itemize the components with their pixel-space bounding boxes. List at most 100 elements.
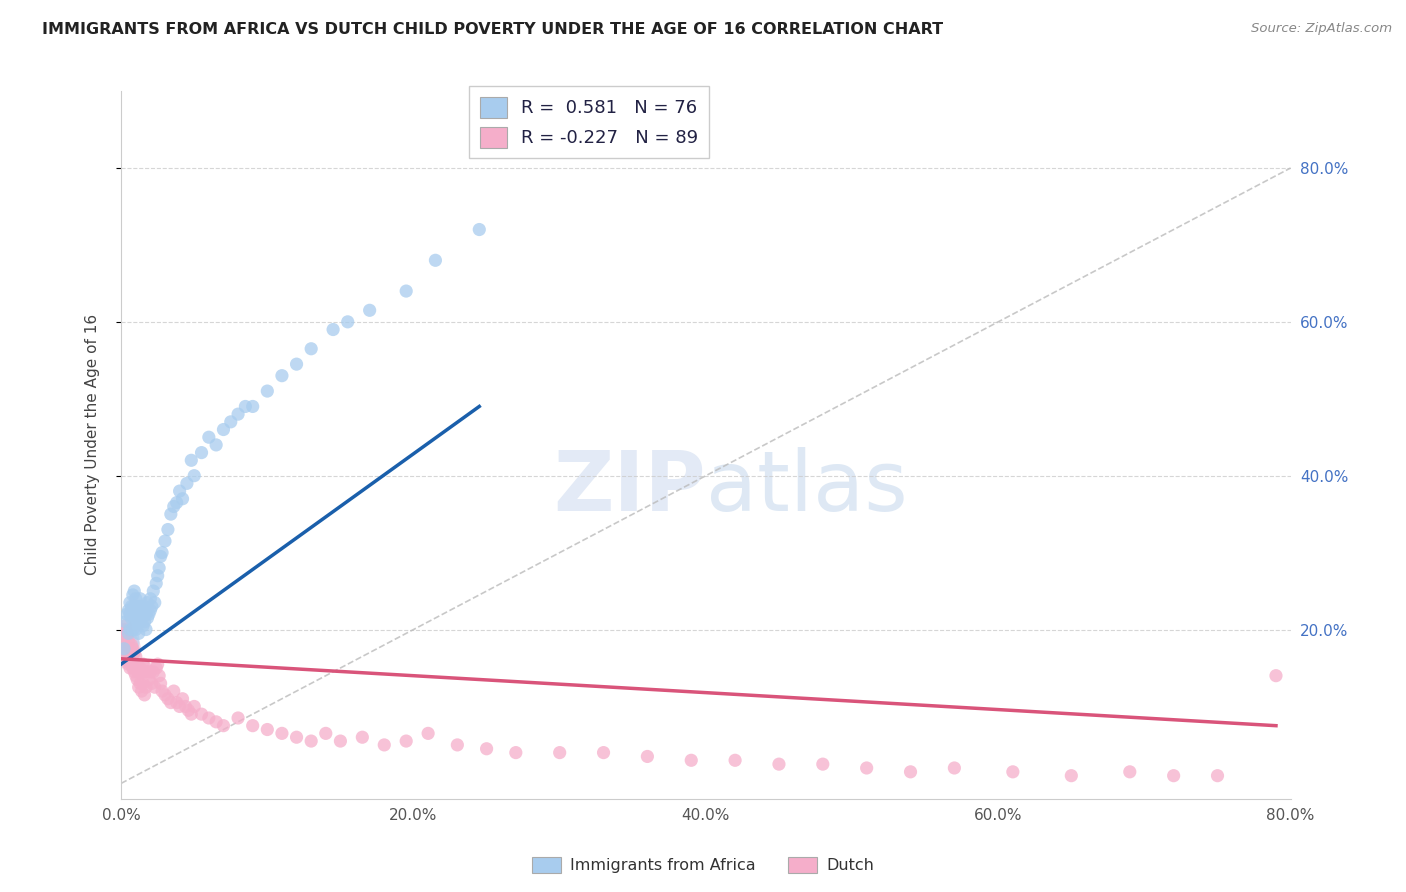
Point [146,657,169,672]
Point [129,591,152,606]
Point [166,696,188,710]
Point [121,661,143,675]
Point [177,703,200,717]
Point [172,691,194,706]
Point [117,634,139,648]
Point [160,507,183,521]
Point [636,749,658,764]
Point [111,634,134,648]
Point [548,746,571,760]
Point [136,665,159,679]
Point [115,607,138,622]
Point [149,676,172,690]
Point [395,734,418,748]
Point [212,423,235,437]
Point [115,653,138,667]
Point [169,484,191,499]
Point [943,761,966,775]
Point [145,576,167,591]
Point [256,384,278,398]
Point [145,661,167,675]
Point [121,641,143,656]
Point [131,684,153,698]
Legend: Immigrants from Africa, Dutch: Immigrants from Africa, Dutch [526,850,880,880]
Point [134,615,156,629]
Point [150,546,173,560]
Point [226,711,249,725]
Point [156,523,179,537]
Legend: R =  0.581   N = 76, R = -0.227   N = 89: R = 0.581 N = 76, R = -0.227 N = 89 [468,86,709,159]
Point [153,688,176,702]
Point [180,707,202,722]
Point [135,661,157,675]
Point [121,623,143,637]
Point [112,623,135,637]
Point [183,468,205,483]
Point [125,607,148,622]
Point [855,761,877,775]
Point [127,673,149,687]
Point [768,757,790,772]
Point [1119,764,1142,779]
Point [183,699,205,714]
Point [169,699,191,714]
Point [160,696,183,710]
Point [124,646,146,660]
Point [136,596,159,610]
Point [322,322,344,336]
Point [114,615,136,629]
Point [118,596,141,610]
Point [124,599,146,614]
Point [143,680,166,694]
Point [134,688,156,702]
Point [150,684,173,698]
Point [219,415,242,429]
Point [132,657,155,672]
Point [1001,764,1024,779]
Point [120,599,142,614]
Point [128,680,150,694]
Point [190,445,212,459]
Point [111,634,134,648]
Point [127,615,149,629]
Point [132,603,155,617]
Point [118,641,141,656]
Point [315,726,337,740]
Point [128,665,150,679]
Point [166,495,188,509]
Point [141,599,163,614]
Point [127,603,149,617]
Point [395,284,418,298]
Point [176,476,198,491]
Text: Source: ZipAtlas.com: Source: ZipAtlas.com [1251,22,1392,36]
Point [131,611,153,625]
Point [139,665,162,679]
Point [226,407,249,421]
Point [117,657,139,672]
Point [134,599,156,614]
Point [900,764,922,779]
Y-axis label: Child Poverty Under the Age of 16: Child Poverty Under the Age of 16 [86,314,100,575]
Point [256,723,278,737]
Point [135,607,157,622]
Point [198,430,221,444]
Point [285,357,308,371]
Point [138,607,160,622]
Point [117,603,139,617]
Point [125,591,148,606]
Point [128,626,150,640]
Point [135,623,157,637]
Point [121,588,143,602]
Point [505,746,527,760]
Point [724,753,747,767]
Point [148,668,170,682]
Point [329,734,352,748]
Point [129,676,152,690]
Point [128,599,150,614]
Point [446,738,468,752]
Point [135,680,157,694]
Point [336,315,359,329]
Point [174,699,197,714]
Point [198,711,221,725]
Point [425,253,447,268]
